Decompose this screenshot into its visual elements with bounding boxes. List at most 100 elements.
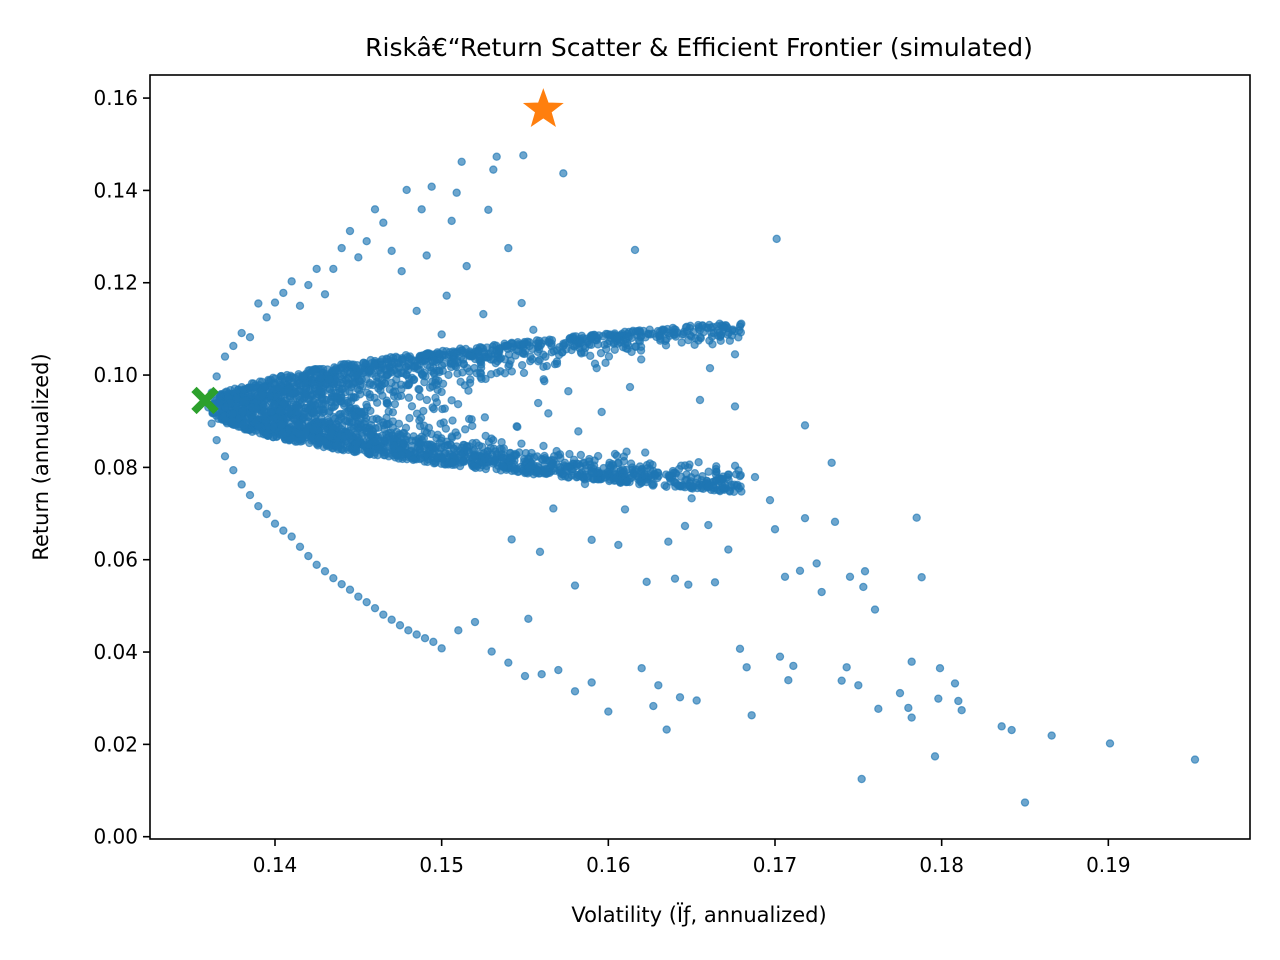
portfolio-point — [452, 188, 461, 197]
portfolio-point — [254, 299, 263, 308]
portfolio-point — [362, 374, 371, 384]
portfolio-point — [393, 392, 403, 401]
portfolio-point — [660, 481, 669, 490]
portfolio-point — [664, 329, 673, 338]
portfolio-point — [472, 369, 481, 378]
y-axis-label: Return (annualized) — [29, 353, 53, 560]
portfolio-point — [587, 535, 596, 545]
portfolio-point — [238, 420, 248, 430]
portfolio-point — [648, 329, 658, 338]
portfolio-point — [625, 382, 635, 392]
portfolio-point — [387, 615, 396, 624]
portfolio-point — [507, 535, 516, 544]
chart-title: Riskâ€“Return Scatter & Efficient Fronti… — [365, 33, 1033, 62]
portfolio-point — [554, 451, 563, 460]
portfolio-point — [409, 432, 418, 441]
portfolio-point — [526, 352, 535, 361]
portfolio-point — [448, 347, 458, 356]
portfolio-point — [580, 479, 590, 489]
portfolio-point — [1007, 725, 1016, 735]
portfolio-point — [618, 465, 628, 474]
portfolio-point — [287, 433, 296, 443]
portfolio-point — [365, 390, 374, 399]
portfolio-point — [431, 393, 440, 402]
portfolio-point — [519, 151, 528, 160]
portfolio-point — [348, 380, 358, 389]
portfolio-point — [518, 349, 528, 358]
portfolio-point — [484, 437, 494, 447]
x-tick-label: 0.18 — [919, 853, 964, 877]
portfolio-point — [362, 236, 371, 246]
portfolio-point — [742, 663, 751, 672]
portfolio-point — [484, 352, 493, 362]
portfolio-point — [620, 505, 630, 514]
portfolio-point — [247, 427, 257, 436]
portfolio-point — [735, 644, 745, 654]
portfolio-point — [207, 419, 216, 428]
portfolio-point — [674, 464, 684, 474]
portfolio-point — [427, 182, 436, 191]
portfolio-point — [535, 547, 545, 557]
portfolio-point — [347, 418, 357, 427]
y-axis-ticks: 0.00 0.02 0.04 0.06 0.08 0.10 0.12 0.14 0.16 — [93, 86, 150, 849]
portfolio-point — [723, 330, 732, 339]
portfolio-point — [601, 358, 610, 368]
plot-area — [149, 74, 1251, 840]
portfolio-point — [710, 578, 720, 587]
portfolio-point — [279, 399, 288, 409]
portfolio-point — [460, 381, 470, 390]
portfolio-point — [533, 398, 543, 408]
portfolio-point — [830, 517, 840, 527]
portfolio-point — [323, 415, 332, 425]
portfolio-point — [258, 390, 267, 399]
x-axis-label: Volatility (Ïƒ, annualized) — [571, 902, 826, 927]
portfolio-point — [497, 438, 506, 447]
portfolio-point — [637, 664, 646, 673]
portfolio-point — [229, 465, 238, 475]
portfolio-point — [934, 694, 943, 703]
portfolio-point — [238, 407, 247, 416]
portfolio-point — [320, 567, 330, 576]
portfolio-point — [472, 438, 481, 448]
portfolio-point — [492, 152, 501, 161]
portfolio-point — [854, 681, 863, 690]
portfolio-point — [310, 365, 320, 374]
portfolio-point — [420, 633, 430, 643]
portfolio-point — [374, 373, 383, 383]
portfolio-point — [405, 379, 414, 388]
min-volatility-marker — [191, 386, 219, 415]
portfolio-point — [415, 385, 424, 394]
portfolio-point — [448, 416, 457, 425]
portfolio-point — [339, 432, 349, 441]
portfolio-point — [370, 437, 379, 446]
portfolio-point — [544, 409, 553, 418]
portfolio-point — [438, 404, 447, 414]
portfolio-point — [704, 520, 713, 530]
portfolio-point — [262, 509, 271, 519]
portfolio-point — [348, 370, 357, 380]
y-tick-label: 0.00 — [93, 825, 138, 849]
portfolio-point — [568, 466, 577, 476]
portfolio-point — [736, 470, 745, 480]
portfolio-point — [837, 676, 846, 685]
portfolio-point — [314, 433, 323, 443]
x-tick-label: 0.17 — [753, 853, 798, 877]
portfolio-point — [343, 407, 352, 416]
portfolio-point — [395, 621, 405, 630]
portfolio-point — [220, 452, 230, 461]
portfolio-point — [626, 459, 636, 468]
portfolio-point — [405, 413, 414, 423]
portfolio-point — [708, 340, 717, 349]
portfolio-point — [382, 398, 392, 408]
portfolio-point — [275, 384, 284, 394]
portfolio-point — [475, 354, 485, 363]
portfolio-point — [598, 332, 608, 341]
portfolio-point — [356, 423, 366, 432]
portfolio-point — [470, 446, 479, 455]
portfolio-point — [827, 458, 836, 467]
plot-frame — [149, 74, 1251, 840]
portfolio-point — [419, 421, 429, 430]
portfolio-point — [462, 261, 471, 271]
portfolio-point — [435, 349, 444, 358]
